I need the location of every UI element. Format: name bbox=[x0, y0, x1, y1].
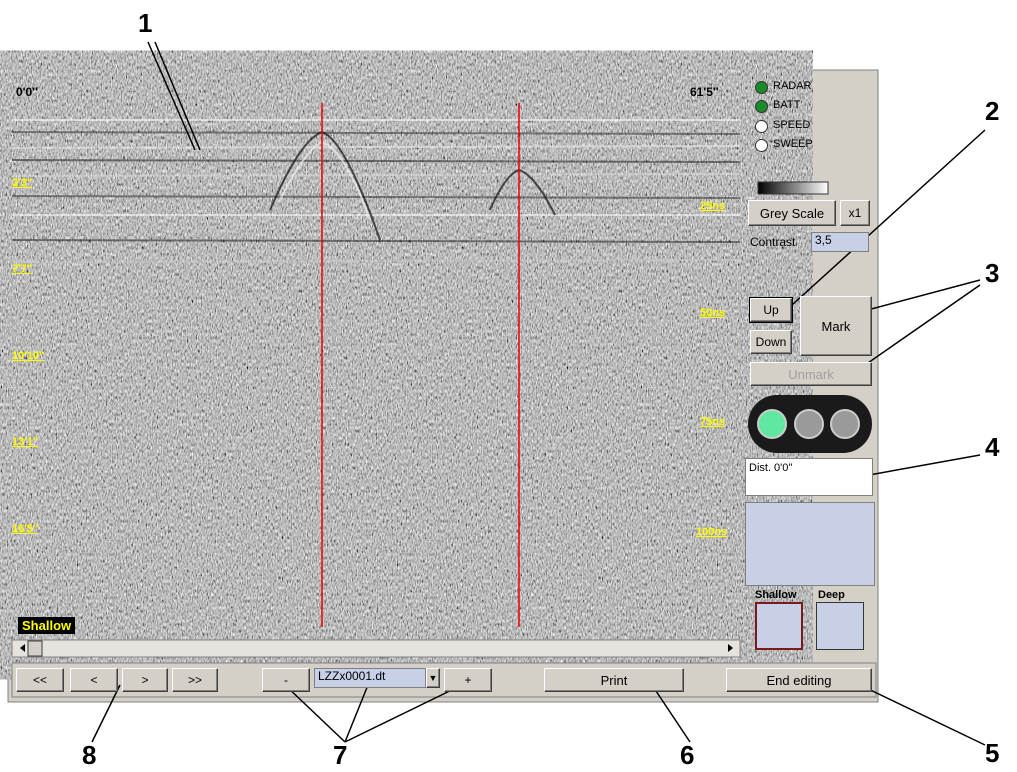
callout: 6 bbox=[680, 740, 694, 771]
signal-light bbox=[758, 410, 786, 438]
status-led bbox=[755, 100, 768, 113]
status-label: SWEEP bbox=[773, 138, 813, 150]
callout: 4 bbox=[985, 432, 999, 463]
minus-button[interactable]: - bbox=[262, 668, 310, 692]
mark-button[interactable]: Mark bbox=[800, 296, 872, 356]
time-label: 100ns bbox=[696, 526, 727, 538]
callout: 7 bbox=[333, 740, 347, 771]
dropdown-arrow[interactable]: ▼ bbox=[426, 668, 440, 688]
start-distance: 0'0'' bbox=[16, 85, 38, 99]
signal-light bbox=[795, 410, 823, 438]
unmark-button[interactable]: Unmark bbox=[750, 362, 872, 386]
shallow-label: Shallow bbox=[755, 589, 797, 601]
deep-label: Deep bbox=[818, 589, 845, 601]
depth-label: 13'1'' bbox=[12, 436, 38, 448]
last-button[interactable]: >> bbox=[172, 668, 218, 692]
message-box bbox=[745, 502, 875, 586]
contrast-label: Contrast bbox=[750, 235, 795, 249]
callout: 1 bbox=[138, 8, 152, 39]
radar-image bbox=[12, 103, 740, 627]
up-button[interactable]: Up bbox=[750, 298, 792, 322]
down-button[interactable]: Down bbox=[750, 330, 792, 354]
deep-view[interactable] bbox=[816, 602, 864, 650]
scrollbar[interactable] bbox=[12, 640, 740, 657]
prev-button[interactable]: < bbox=[70, 668, 118, 692]
depth-label: 10'10'' bbox=[12, 350, 44, 362]
depth-label: 16'5'' bbox=[12, 523, 38, 535]
callout: 5 bbox=[985, 738, 999, 769]
scroll-thumb[interactable] bbox=[28, 641, 42, 656]
plus-button[interactable]: + bbox=[444, 668, 492, 692]
distance-box: Dist. 0'0'' bbox=[745, 458, 873, 496]
depth-label: 7'7'' bbox=[12, 263, 32, 275]
time-label: 75ns bbox=[700, 416, 725, 428]
page: 0'0'' 61'5'' 3'3'' 7'7'' 10'10'' 13'1'' … bbox=[0, 0, 1017, 772]
depth-label: 3'3'' bbox=[12, 177, 32, 189]
time-label: 25ns bbox=[700, 200, 725, 212]
status-label: SPEED bbox=[773, 119, 810, 131]
signal-light bbox=[831, 410, 859, 438]
status-label: BATT bbox=[773, 99, 800, 111]
end-distance: 61'5'' bbox=[690, 85, 719, 99]
contrast-input[interactable]: 3,5 bbox=[811, 232, 869, 252]
status-led bbox=[755, 139, 768, 152]
status-led bbox=[755, 120, 768, 133]
time-label: 50ns bbox=[700, 307, 725, 319]
first-button[interactable]: << bbox=[16, 668, 64, 692]
callout: 3 bbox=[985, 258, 999, 289]
next-button[interactable]: > bbox=[122, 668, 168, 692]
callout: 2 bbox=[985, 96, 999, 127]
mode-overlay: Shallow bbox=[18, 617, 75, 634]
file-select[interactable]: LZZx0001.dt bbox=[314, 668, 426, 688]
status-led bbox=[755, 81, 768, 94]
status-label: RADAR bbox=[773, 80, 812, 92]
shallow-view[interactable] bbox=[755, 602, 803, 650]
palette-button[interactable]: Grey Scale bbox=[748, 200, 836, 226]
callout: 8 bbox=[82, 740, 96, 771]
header-bar bbox=[12, 80, 740, 103]
grey-scale-bar bbox=[758, 182, 828, 194]
print-button[interactable]: Print bbox=[544, 668, 684, 692]
screen bbox=[0, 0, 1017, 772]
zoom-button[interactable]: x1 bbox=[840, 200, 870, 226]
end-editing-button[interactable]: End editing bbox=[726, 668, 872, 692]
